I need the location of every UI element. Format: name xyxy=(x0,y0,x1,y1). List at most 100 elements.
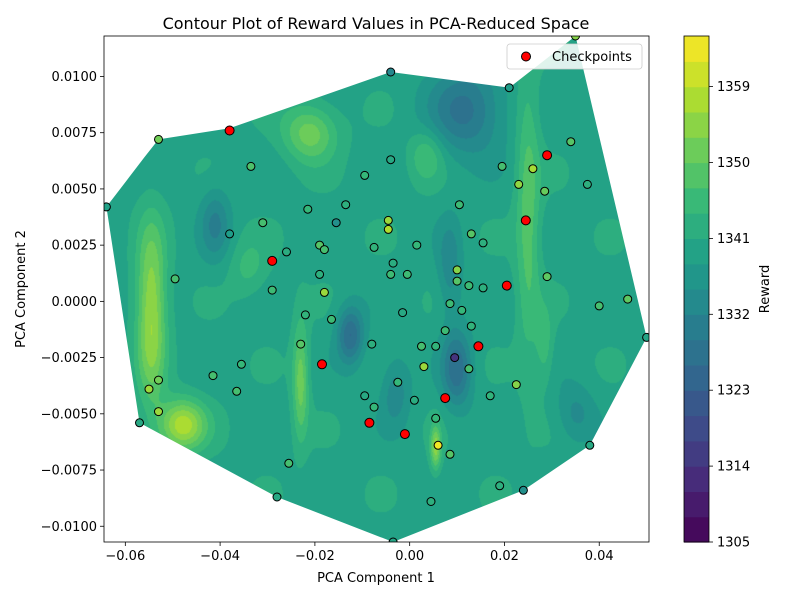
colorbar-band xyxy=(684,111,709,138)
colorbar-tick-label: 1305 xyxy=(717,536,750,551)
sample-point xyxy=(296,339,306,349)
checkpoint-marker xyxy=(267,255,278,266)
colorbar-band xyxy=(684,162,709,189)
sample-point xyxy=(272,492,282,502)
sample-point xyxy=(454,200,464,210)
sample-point xyxy=(246,161,256,171)
sample-point xyxy=(144,384,154,394)
scatter-layer xyxy=(104,36,649,542)
sample-point xyxy=(258,218,268,228)
sample-point xyxy=(208,371,218,381)
sample-point xyxy=(319,287,329,297)
legend-box xyxy=(506,43,643,70)
colorbar-band xyxy=(684,187,709,214)
sample-point xyxy=(542,272,552,282)
sample-point xyxy=(282,247,291,257)
sample-point xyxy=(511,380,521,390)
sample-point xyxy=(170,274,180,284)
colorbar-band xyxy=(684,61,709,88)
sample-point xyxy=(431,341,441,351)
y-tick-label: 0.0075 xyxy=(52,126,98,141)
sample-point xyxy=(409,395,419,405)
colorbar-band xyxy=(684,263,709,290)
sample-point xyxy=(383,224,393,234)
sample-point xyxy=(642,332,649,342)
sample-point xyxy=(540,186,550,196)
sample-point xyxy=(452,276,462,286)
colorbar-bands xyxy=(684,36,709,543)
sample-point xyxy=(315,269,325,279)
colorbar-tick-label: 1350 xyxy=(717,156,750,171)
colorbar-band xyxy=(684,415,709,442)
sample-point xyxy=(154,375,163,385)
sample-point xyxy=(497,161,507,171)
colorbar-band xyxy=(684,364,709,391)
colorbar-band xyxy=(684,86,709,113)
chart-title: Contour Plot of Reward Values in PCA-Red… xyxy=(163,14,590,33)
checkpoint-marker xyxy=(520,215,531,226)
sample-point xyxy=(440,326,450,336)
colorbar: 1305 1314 1323 1332 1341 1350 1359 Reward xyxy=(683,35,773,551)
sample-point xyxy=(303,204,313,214)
y-tick-label: 0.0050 xyxy=(52,182,98,197)
sample-point xyxy=(464,281,474,291)
y-tick-label: −0.0050 xyxy=(41,407,97,422)
colorbar-band xyxy=(684,36,709,62)
checkpoint-marker xyxy=(542,150,553,161)
sample-point xyxy=(393,377,403,387)
y-tick-label: −0.0075 xyxy=(41,464,97,479)
sample-point xyxy=(445,449,455,459)
checkpoint-marker xyxy=(399,429,410,440)
checkpoint-marker xyxy=(364,417,375,428)
sample-point xyxy=(360,170,370,180)
sample-point xyxy=(369,242,379,252)
sample-point xyxy=(386,155,396,165)
sample-point xyxy=(383,215,393,225)
plot-frame xyxy=(103,35,650,543)
colorbar-band xyxy=(684,238,709,265)
sample-point xyxy=(331,218,341,228)
sample-point xyxy=(419,362,429,372)
colorbar-tick-label: 1314 xyxy=(717,460,750,475)
legend-marker xyxy=(521,51,531,62)
sample-point xyxy=(104,202,111,212)
x-tick-label: 0.04 xyxy=(585,549,614,564)
colorbar-band xyxy=(684,314,709,341)
x-axis-label: PCA Component 1 xyxy=(317,571,435,586)
sample-point xyxy=(267,285,277,295)
sample-point xyxy=(135,418,144,428)
sample-point xyxy=(319,245,329,255)
sample-point xyxy=(457,305,467,315)
sample-point xyxy=(528,164,538,174)
sample-point xyxy=(433,440,443,450)
colorbar-label: Reward xyxy=(758,265,773,313)
sample-point xyxy=(514,179,524,189)
sample-point xyxy=(386,67,396,77)
sample-point xyxy=(478,238,488,248)
sample-point xyxy=(367,339,377,349)
legend: Checkpoints xyxy=(506,43,643,70)
sample-point xyxy=(566,137,576,147)
colorbar-band xyxy=(684,390,709,417)
colorbar-band xyxy=(684,137,709,164)
x-tick-label: 0.00 xyxy=(395,549,424,564)
x-tick-label: −0.06 xyxy=(105,549,145,564)
sample-point xyxy=(412,240,422,250)
colorbar-tick-label: 1323 xyxy=(717,384,750,399)
sample-point xyxy=(236,359,246,369)
sample-point xyxy=(452,265,462,275)
sample-point xyxy=(232,386,242,396)
sample-point xyxy=(464,364,474,374)
sample-point xyxy=(369,402,379,412)
sample-point xyxy=(327,314,336,324)
sample-point xyxy=(466,229,476,239)
colorbar-band xyxy=(684,516,709,543)
sample-point xyxy=(485,391,495,401)
sample-point xyxy=(585,440,595,450)
y-tick-label: 0.0100 xyxy=(52,70,98,85)
checkpoint-marker xyxy=(224,125,235,136)
colorbar-frame xyxy=(683,35,710,543)
sample-point xyxy=(417,341,426,351)
sample-point xyxy=(388,258,398,268)
